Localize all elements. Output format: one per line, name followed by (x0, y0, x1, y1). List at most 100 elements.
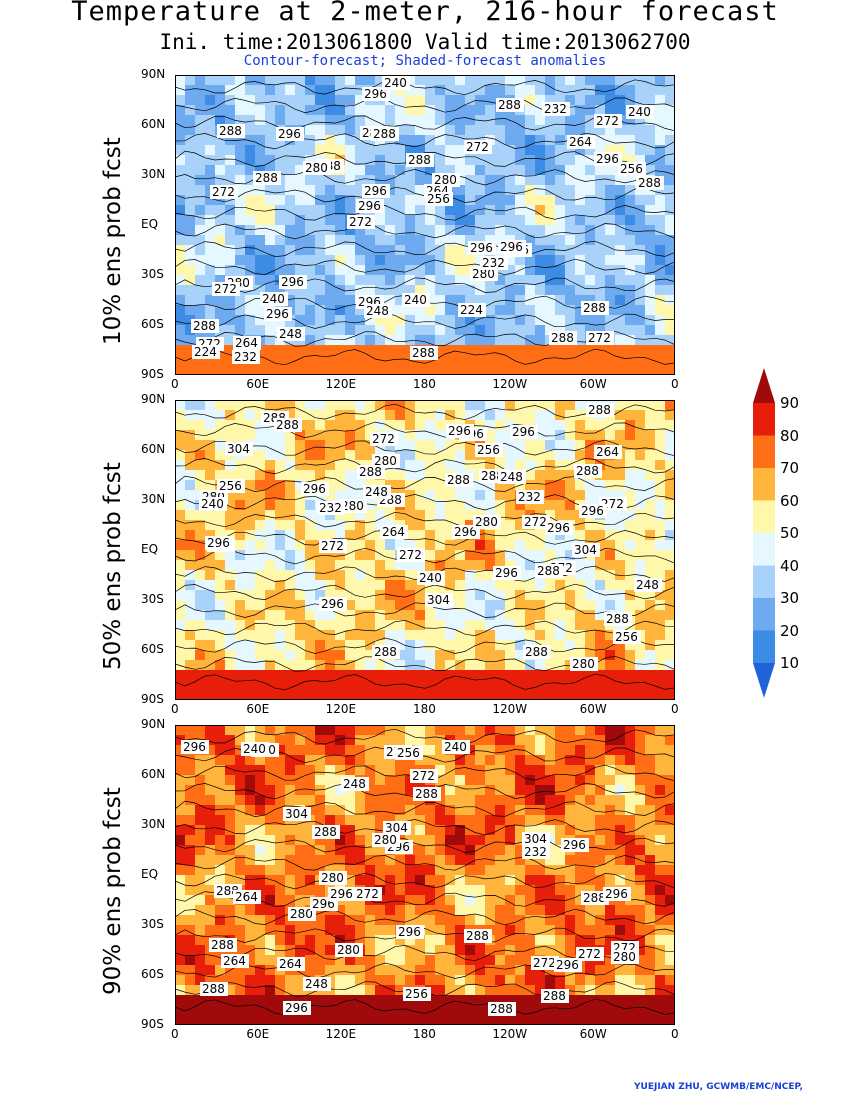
shade-cell (355, 985, 365, 995)
shade-cell (465, 315, 475, 325)
shade-cell (245, 580, 255, 590)
contour-label-box (288, 907, 316, 921)
shade-cell (295, 225, 305, 235)
shade-cell (475, 745, 485, 755)
shade-cell (255, 265, 265, 275)
shade-cell (635, 560, 645, 570)
shade-cell (245, 245, 255, 255)
shade-cell (565, 925, 575, 935)
shade-cell (595, 275, 605, 285)
shade-cell (225, 365, 235, 375)
shade-cell (465, 885, 475, 895)
shade-cell (365, 315, 375, 325)
shade-cell (555, 285, 565, 295)
shade-cell (435, 85, 445, 95)
shade-cell (285, 765, 295, 775)
shade-cell (425, 440, 435, 450)
shade-cell (545, 85, 555, 95)
shade-cell (515, 400, 525, 410)
shade-cell (215, 765, 225, 775)
shade-cell (415, 115, 425, 125)
shade-cell (185, 365, 195, 375)
shade-cell (305, 125, 315, 135)
contour-label: 296 (470, 241, 493, 255)
shade-cell (625, 640, 635, 650)
shade-cell (665, 460, 675, 470)
shade-cell (375, 540, 385, 550)
shade-cell (345, 765, 355, 775)
shade-cell (315, 1015, 325, 1025)
shade-cell (665, 335, 675, 345)
contour-label-box (372, 833, 400, 847)
shade-cell (525, 895, 535, 905)
shade-cell (505, 745, 515, 755)
shade-cell (195, 530, 205, 540)
shade-cell (315, 735, 325, 745)
shade-cell (515, 670, 525, 680)
shade-cell (555, 355, 565, 365)
shade-cell (625, 905, 635, 915)
shade-cell (235, 580, 245, 590)
shade-cell (535, 285, 545, 295)
shade-cell (345, 365, 355, 375)
shade-cell (215, 410, 225, 420)
shade-cell (535, 680, 545, 690)
contour-label: 296 (398, 925, 421, 939)
shade-cell (545, 620, 555, 630)
shade-cell (255, 975, 265, 985)
shade-cell (515, 85, 525, 95)
shade-cell (655, 410, 665, 420)
shade-cell (445, 500, 455, 510)
shade-cell (295, 835, 305, 845)
shade-cell (415, 315, 425, 325)
shade-cell (405, 915, 415, 925)
contour-label: 248 (365, 485, 388, 499)
shade-cell (535, 225, 545, 235)
shade-cell (575, 205, 585, 215)
shade-cell (415, 235, 425, 245)
shade-cell (645, 660, 655, 670)
shade-cell (275, 265, 285, 275)
shade-cell (525, 660, 535, 670)
shade-cell (665, 915, 675, 925)
shade-cell (295, 175, 305, 185)
shade-cell (605, 935, 615, 945)
shade-cell (295, 500, 305, 510)
shade-cell (515, 775, 525, 785)
shade-cell (275, 895, 285, 905)
shade-cell (655, 155, 665, 165)
shade-cell (595, 650, 605, 660)
shade-cell (455, 75, 465, 85)
contour-label: 264 (235, 336, 258, 350)
shade-cell (535, 885, 545, 895)
colorbar-level-label: 40 (780, 556, 800, 575)
shade-cell (175, 315, 185, 325)
contour-line (175, 962, 675, 979)
shade-cell (395, 975, 405, 985)
shade-cell (435, 410, 445, 420)
shade-cell (255, 225, 265, 235)
shade-cell (545, 480, 555, 490)
shade-cell (655, 805, 665, 815)
shade-cell (205, 815, 215, 825)
shade-cell (525, 945, 535, 955)
shade-cell (175, 450, 185, 460)
shade-cell (335, 735, 345, 745)
shade-cell (465, 345, 475, 355)
shade-cell (445, 630, 455, 640)
shade-cell (205, 580, 215, 590)
shade-cell (175, 1015, 185, 1025)
shade-cell (565, 620, 575, 630)
shade-cell (345, 355, 355, 365)
shade-cell (465, 620, 475, 630)
contour-label: 288 (202, 982, 225, 996)
contour-label: 272 (349, 215, 372, 229)
shade-cell (575, 185, 585, 195)
shade-cell (455, 205, 465, 215)
shade-cell (285, 225, 295, 235)
shade-cell (195, 235, 205, 245)
shade-cell (335, 315, 345, 325)
shade-cell (175, 580, 185, 590)
contour-label-box (260, 292, 288, 306)
shade-cell (355, 105, 365, 115)
